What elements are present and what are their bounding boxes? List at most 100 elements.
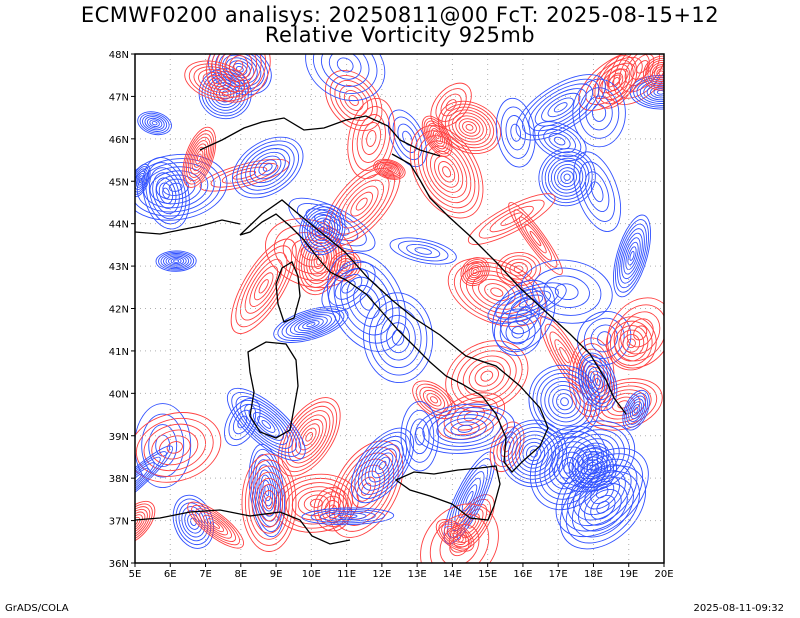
negative-vorticity-contour — [178, 502, 209, 542]
positive-vorticity-contour — [253, 272, 274, 301]
negative-vorticity-contour — [354, 431, 411, 499]
negative-vorticity-contour — [334, 274, 363, 300]
negative-vorticity-contour — [615, 219, 649, 293]
positive-vorticity-contour — [199, 511, 233, 539]
negative-vorticity-contour — [135, 473, 143, 486]
positive-vorticity-contour — [610, 320, 653, 366]
sicily-coastline — [394, 465, 501, 521]
negative-vorticity-contour — [578, 352, 618, 411]
negative-vorticity-contour — [631, 404, 641, 417]
negative-vorticity-contour — [141, 413, 185, 478]
negative-vorticity-contour — [619, 228, 645, 284]
positive-vorticity-contour — [443, 525, 467, 545]
lon-tick-label: 13E — [408, 569, 427, 580]
negative-vorticity-contour — [458, 477, 481, 519]
positive-vorticity-contour — [206, 54, 271, 103]
positive-vorticity-contour — [387, 167, 392, 172]
positive-vorticity-contour — [241, 453, 297, 552]
negative-vorticity-contour — [573, 151, 622, 232]
negative-vorticity-contour — [543, 275, 590, 308]
negative-vorticity-contour — [136, 162, 215, 213]
negative-vorticity-contour — [548, 132, 571, 150]
negative-vorticity-contour — [495, 97, 536, 168]
negative-vorticity-contour — [258, 469, 276, 512]
positive-vorticity-contour — [221, 166, 268, 184]
positive-vorticity-contour — [207, 518, 225, 533]
positive-vorticity-contour — [135, 412, 222, 483]
positive-vorticity-contour — [415, 383, 453, 416]
positive-vorticity-contour — [468, 265, 482, 279]
positive-vorticity-contour — [636, 60, 649, 74]
positive-vorticity-contour — [224, 54, 253, 82]
negative-vorticity-contour — [571, 448, 615, 488]
positive-vorticity-contour — [240, 252, 288, 321]
negative-vorticity-contour — [563, 173, 571, 181]
positive-vorticity-contour — [311, 249, 328, 273]
negative-vorticity-contour — [258, 159, 277, 176]
negative-vorticity-contour — [590, 324, 618, 353]
negative-vorticity-contour — [310, 509, 385, 524]
positive-vorticity-contour — [468, 360, 505, 392]
lon-tick-label: 14E — [443, 569, 462, 580]
negative-vorticity-contour — [227, 388, 306, 461]
lat-tick-label: 41N — [109, 347, 129, 358]
lon-tick-label: 15E — [478, 569, 497, 580]
positive-vorticity-contour — [323, 161, 401, 247]
latitude-axis: 36N 37N 38N 39N 40N 41N 42N 43N 44N 45N 46N 47N 48N — [109, 50, 135, 570]
negative-vorticity-contour — [577, 453, 609, 483]
positive-vorticity-contour — [457, 350, 517, 402]
negative-vorticity-contour — [585, 363, 611, 401]
longitude-axis: 5E 6E 7E 8E 9E 10E 11E 12E 13E 14E 15E 16E 17E 18E 19E… — [129, 563, 674, 580]
positive-vorticity-contour — [429, 396, 439, 404]
negative-vorticity-contour — [149, 119, 160, 127]
negative-vorticity-contour — [314, 220, 331, 239]
positive-vorticity-contour — [298, 231, 340, 292]
lat-tick-label: 39N — [109, 432, 129, 443]
negative-vorticity-contour — [594, 377, 601, 386]
lon-tick-label: 20E — [654, 569, 673, 580]
positive-vorticity-contour — [654, 66, 664, 80]
positive-vorticity-contour — [496, 252, 541, 287]
negative-vorticity-contour — [543, 128, 576, 154]
negative-vorticity-contour — [639, 80, 664, 104]
positive-vorticity-contour — [508, 202, 563, 275]
positive-vorticity-contour — [465, 124, 474, 131]
lon-tick-label: 9E — [270, 569, 283, 580]
negative-vorticity-contour — [306, 322, 316, 328]
positive-vorticity-contour — [605, 316, 657, 371]
positive-vorticity-contour — [375, 160, 404, 179]
negative-vorticity-contour — [155, 174, 196, 201]
negative-vorticity-contour — [547, 157, 587, 197]
positive-vorticity-contour — [191, 504, 240, 546]
positive-vorticity-contour — [232, 170, 257, 180]
negative-vorticity-contour — [135, 451, 167, 508]
positive-vorticity-contour — [425, 120, 449, 152]
positive-vorticity-contour — [462, 121, 477, 134]
positive-vorticity-contour — [265, 496, 273, 510]
positive-vorticity-contour — [193, 146, 206, 168]
grid-lines — [135, 54, 664, 563]
negative-vorticity-contour — [625, 241, 639, 270]
negative-vorticity-contour — [146, 117, 163, 129]
positive-vorticity-contour — [513, 265, 524, 273]
positive-vorticity-contour — [255, 477, 283, 528]
negative-vorticity-contour — [397, 240, 449, 262]
positive-vorticity-contour — [480, 370, 494, 382]
positive-vorticity-contour — [607, 297, 664, 369]
negative-vorticity-contour — [364, 444, 401, 487]
negative-vorticity-contour — [436, 414, 494, 444]
negative-vorticity-contour — [135, 403, 192, 489]
negative-vorticity-contour — [235, 396, 297, 453]
positive-vorticity-contour — [472, 269, 478, 275]
positive-vorticity-contour — [248, 465, 290, 540]
negative-vorticity-contour — [507, 297, 540, 335]
negative-vorticity-contour — [556, 393, 573, 411]
positive-vorticity-contour — [210, 162, 279, 188]
positive-vorticity-contour — [197, 153, 202, 162]
positive-vorticity-contour — [599, 68, 629, 94]
negative-vorticity-contour — [236, 140, 299, 195]
positive-vorticity-contour — [490, 287, 504, 297]
positive-vorticity-contour — [135, 506, 151, 540]
negative-vorticity-contour — [142, 114, 168, 132]
lon-tick-label: 10E — [302, 569, 321, 580]
